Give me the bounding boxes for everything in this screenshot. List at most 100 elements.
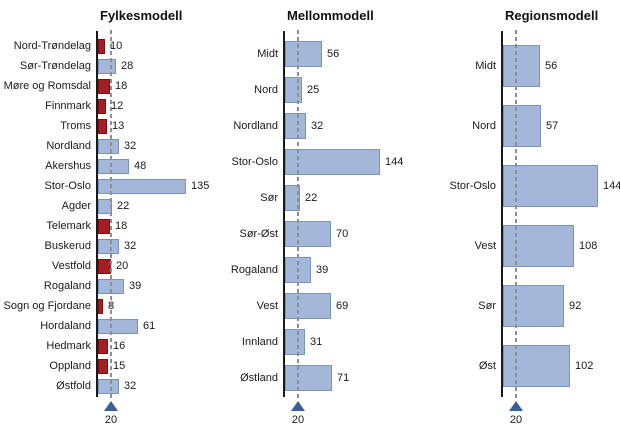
value-label: 102 [575,360,594,372]
chart-fylkesmodell: Fylkesmodell Nord-Trøndelag 10 Sør-Trøndel… [0,0,218,446]
value-label: 13 [112,120,125,132]
bar [285,113,306,139]
chart-row: Innland 31 [220,324,420,360]
chart-row: Sogn og Fjordane8 [0,296,218,316]
chart-row: Østfold 32 [0,376,218,396]
bar [98,78,110,94]
category-label: Rogaland [230,264,278,276]
bar [503,165,598,207]
bar [98,218,110,234]
value-label: 28 [121,60,134,72]
value-label: 71 [337,372,350,384]
bar [98,118,107,134]
threshold-label: 20 [104,414,118,426]
category-label: Vest [474,240,496,252]
chart-row: Sør-Øst 70 [220,216,420,252]
threshold-label: 20 [291,414,305,426]
chart-row: Nord-Trøndelag 10 [0,36,218,56]
category-label: Øst [478,360,496,372]
category-label: Rogaland [43,280,91,292]
category-label: Finnmark [45,100,91,112]
chart-row: Vest 69 [220,288,420,324]
bar [98,378,119,394]
chart-row: Akershus 48 [0,156,218,176]
category-label: Telemark [46,220,91,232]
value-label: 25 [307,84,320,96]
value-label: 15 [113,360,126,372]
chart-row: Øst 102 [438,336,620,396]
value-label: 32 [124,140,137,152]
chart-row: Oppland 15 [0,356,218,376]
category-label: Sør [260,192,278,204]
category-label: Sør [478,300,496,312]
bar [98,298,103,314]
category-label: Sogn og Fjordane [3,300,91,312]
value-label: 69 [336,300,349,312]
category-label: Møre og Romsdal [3,80,91,92]
chart-row: Stor-Oslo 135 [0,176,218,196]
threshold-triangle-icon [509,401,523,411]
category-label: Sør-Øst [239,228,279,240]
value-label: 61 [143,320,156,332]
chart-row: Agder 22 [0,196,218,216]
value-label: 56 [327,48,340,60]
category-label: Vestfold [51,260,91,272]
y-axis-line [501,31,503,397]
y-axis-line [283,31,285,397]
chart-row: Sør 22 [220,180,420,216]
value-label: 108 [579,240,598,252]
category-label: Akershus [45,160,91,172]
chart-row: Rogaland 39 [220,252,420,288]
bar [98,58,116,74]
category-label: Sør-Trøndelag [19,60,91,72]
y-axis-line [96,31,98,397]
bar [285,41,322,67]
chart-row: Østland 71 [220,360,420,396]
category-label: Hedmark [46,340,91,352]
category-label: Vest [256,300,278,312]
value-label: 12 [111,100,124,112]
chart-row: Hordaland 61 [0,316,218,336]
chart-row: Midt 56 [438,36,620,96]
value-label: 32 [124,380,137,392]
chart-row: Sør 92 [438,276,620,336]
chart-regionsmodell: Regionsmodell Midt 56 Nord 57 Stor-Oslo 144 Ve… [438,0,620,446]
bar [285,149,380,175]
chart-row: Vest 108 [438,216,620,276]
category-label: Stor-Oslo [449,180,496,192]
bar [503,345,570,387]
chart-row: Nordland 32 [220,108,420,144]
bar-rows: Nord-Trøndelag 10 Sør-Trøndelag 28 Møre og R… [0,36,218,396]
chart-mellommodell: Mellommodell Midt 56 Nord 25 Nordland 32 Stor-… [220,0,420,446]
category-label: Nord [254,84,278,96]
value-label: 70 [336,228,349,240]
chart-row: Nord 25 [220,72,420,108]
category-label: Troms [60,120,91,132]
chart-row: Stor-Oslo 144 [438,156,620,216]
reference-dashed-line [110,30,112,398]
category-label: Hordaland [40,320,91,332]
chart-row: Møre og Romsdal 18 [0,76,218,96]
bar [503,45,540,87]
chart-row: Troms 13 [0,116,218,136]
bar [285,365,332,391]
category-label: Midt [257,48,278,60]
value-label: 22 [117,200,130,212]
value-label: 56 [545,60,558,72]
bar [98,38,105,54]
category-label: Nord-Trøndelag [13,40,91,52]
value-label: 32 [311,120,324,132]
value-label: 92 [569,300,582,312]
value-label: 16 [113,340,126,352]
bar-rows: Midt 56 Nord 25 Nordland 32 Stor-Oslo 144 Sør 22 S… [220,36,420,396]
value-label: 22 [305,192,318,204]
value-label: 39 [129,280,142,292]
chart-row: Midt 56 [220,36,420,72]
category-label: Østfold [56,380,91,392]
value-label: 18 [115,220,128,232]
bar [98,158,129,174]
bar [503,225,574,267]
chart-title: Mellommodell [287,8,374,23]
value-label: 10 [110,40,123,52]
chart-row: Vestfold 20 [0,256,218,276]
